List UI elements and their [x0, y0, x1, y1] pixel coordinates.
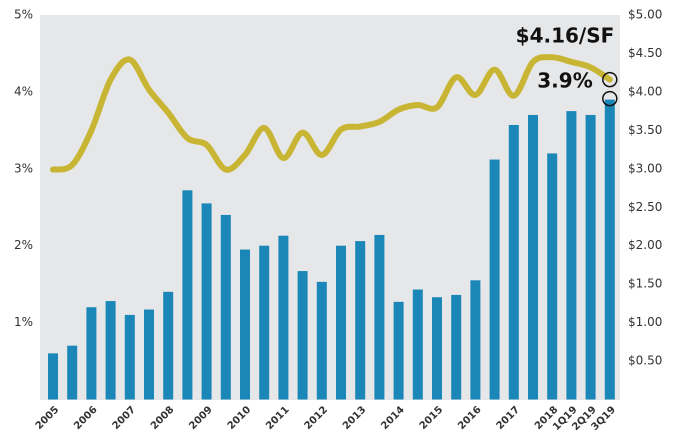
- bar: [547, 153, 558, 400]
- y2-tick-label: $2.00: [628, 238, 662, 252]
- x-tick-label: 2014: [379, 404, 406, 431]
- bar: [67, 345, 78, 400]
- bar: [259, 245, 270, 400]
- y2-tick-label: $3.50: [628, 123, 662, 137]
- bar: [566, 111, 577, 400]
- y2-tick-label: $3.00: [628, 161, 662, 175]
- y2-tick-label: $4.00: [628, 84, 662, 98]
- x-tick-label: 2010: [226, 404, 253, 431]
- line: [50, 54, 613, 173]
- bar: [182, 190, 193, 400]
- bar: [451, 294, 462, 400]
- bar: [432, 297, 442, 400]
- bar: [393, 301, 404, 400]
- bar: [86, 307, 97, 400]
- y2-tick-label: $2.50: [628, 200, 662, 214]
- x-tick-label: 2012: [303, 404, 330, 431]
- x-tick-label: 2007: [111, 404, 138, 431]
- bar: [528, 114, 538, 400]
- bar: [201, 203, 212, 400]
- bar: [489, 159, 500, 400]
- bar: [374, 234, 385, 400]
- bar: [144, 309, 154, 400]
- y-tick-label: 3%: [14, 161, 33, 175]
- y2-tick-label: $1.00: [628, 315, 662, 329]
- bar: [124, 314, 135, 400]
- bar: [470, 280, 481, 400]
- annotation: $4.16/SF: [516, 24, 615, 48]
- x-tick-label: 2008: [149, 404, 176, 431]
- y2-tick-label: $4.50: [628, 46, 662, 60]
- x-tick-label: 2013: [341, 404, 368, 431]
- bar: [220, 214, 231, 400]
- annotation: 3.9%: [537, 69, 592, 93]
- y-tick-label: 1%: [14, 315, 33, 329]
- x-tick-label: 2011: [264, 404, 291, 431]
- x-tick-label: 2005: [34, 404, 61, 431]
- x-tick-label: 2015: [418, 404, 445, 431]
- highlight-circle: [602, 90, 618, 107]
- bar: [412, 289, 423, 400]
- bar: [355, 241, 366, 400]
- x-tick-label: 2009: [187, 404, 214, 431]
- x-tick-label: 2006: [72, 404, 99, 431]
- y2-tick-label: $1.50: [628, 277, 662, 291]
- x-tick-label: 2017: [495, 404, 522, 431]
- bar: [48, 353, 58, 400]
- bar: [604, 99, 615, 400]
- y-tick-label: 4%: [14, 84, 33, 98]
- bar: [163, 291, 174, 400]
- y-tick-label: 2%: [14, 238, 33, 252]
- y2-tick-label: $5.00: [628, 8, 662, 22]
- bar: [278, 235, 289, 400]
- bar: [585, 114, 596, 400]
- bar: [297, 271, 308, 400]
- bar: [336, 245, 346, 400]
- bar: [105, 301, 116, 400]
- bar: [508, 124, 519, 400]
- y-tick-label: 5%: [14, 8, 33, 22]
- x-tick-label: 2016: [456, 404, 483, 431]
- bar: [316, 281, 327, 400]
- bar: [240, 249, 250, 400]
- highlight-circle: [602, 71, 618, 88]
- y2-tick-label: $0.50: [628, 354, 662, 368]
